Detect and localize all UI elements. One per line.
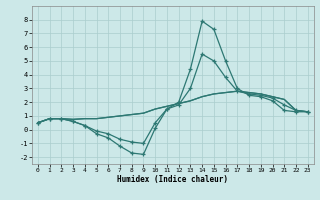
X-axis label: Humidex (Indice chaleur): Humidex (Indice chaleur) xyxy=(117,175,228,184)
